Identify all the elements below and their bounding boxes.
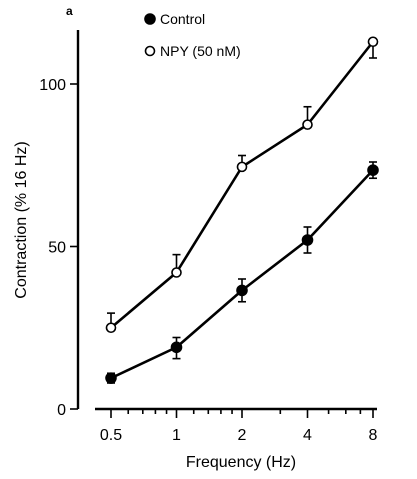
x-axis-title: Frequency (Hz) xyxy=(186,454,296,471)
series-1 xyxy=(105,36,379,334)
panel-label: a xyxy=(66,4,73,18)
legend: Control NPY (50 nM) xyxy=(144,11,241,59)
series-layer xyxy=(105,36,379,384)
y-tick-label: 100 xyxy=(39,77,66,94)
y-axis-title: Contraction (% 16 Hz) xyxy=(13,141,30,298)
x-tick-label: 0.5 xyxy=(100,427,122,444)
data-point xyxy=(236,161,248,173)
x-tick-label: 2 xyxy=(238,427,247,444)
x-ticks: 0.5 1 2 4 8 xyxy=(100,409,378,444)
series-line xyxy=(110,169,374,380)
y-tick-label: 50 xyxy=(48,240,66,257)
data-point xyxy=(367,164,379,176)
y-ticks: 0 50 100 xyxy=(39,77,78,419)
data-point xyxy=(301,234,314,246)
series-0 xyxy=(105,161,379,384)
data-point xyxy=(171,267,182,278)
data-point xyxy=(105,322,117,334)
x-tick-label: 1 xyxy=(172,427,181,444)
x-tick-label: 4 xyxy=(303,427,312,444)
data-point xyxy=(170,341,183,354)
data-point xyxy=(105,372,117,384)
legend-marker-control xyxy=(144,13,156,25)
legend-label-npy: NPY (50 nM) xyxy=(160,43,241,59)
data-point xyxy=(236,284,248,297)
data-point xyxy=(367,36,379,48)
y-tick-label: 0 xyxy=(57,402,66,419)
legend-marker-npy xyxy=(144,45,156,57)
x-tick-label: 8 xyxy=(369,427,378,444)
data-point xyxy=(302,119,313,130)
legend-label-control: Control xyxy=(160,11,205,27)
